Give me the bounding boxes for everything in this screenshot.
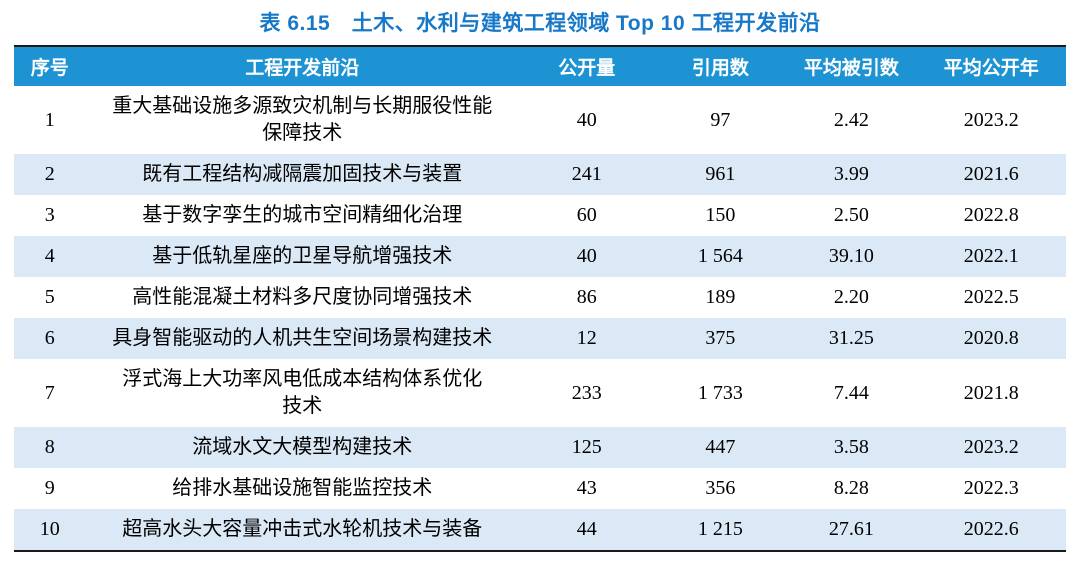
cell-rank: 9	[44, 477, 55, 499]
cell-avg-citations: 3.99	[833, 163, 869, 185]
table-row: 7 浮式海上大功率风电低成本结构体系优化 技术 233 1 733 7.44 2…	[14, 359, 1066, 427]
table-row: 2 既有工程结构减隔震加固技术与装置 241 961 3.99 2021.6	[14, 154, 1066, 195]
cell-rank: 6	[44, 327, 55, 349]
cell-citations: 189	[705, 286, 736, 308]
cell-frontier: 基于低轨星座的卫星导航增强技术	[152, 245, 453, 267]
cell-publications: 233	[571, 381, 602, 404]
cell-avg-year: 2022.3	[963, 477, 1019, 499]
table-row: 6 具身智能驱动的人机共生空间场景构建技术 12 375 31.25 2020.…	[14, 318, 1066, 359]
header-publications: 公开量	[518, 46, 655, 86]
cell-avg-citations: 2.50	[833, 204, 869, 226]
cell-avg-year: 2022.5	[963, 286, 1019, 308]
cell-avg-citations: 39.10	[828, 245, 874, 267]
table-row: 5 高性能混凝土材料多尺度协同增强技术 86 189 2.20 2022.5	[14, 277, 1066, 318]
table-header: 序号 工程开发前沿 公开量 引用数 平均被引数 平均公开年	[14, 46, 1066, 86]
header-frontier: 工程开发前沿	[85, 46, 519, 86]
cell-avg-year: 2020.8	[963, 327, 1019, 349]
cell-rank: 5	[44, 286, 55, 308]
cell-avg-citations: 7.44	[833, 381, 869, 404]
cell-rank: 2	[44, 163, 55, 185]
cell-publications: 12	[576, 327, 597, 349]
cell-frontier: 流域水文大模型构建技术	[192, 436, 413, 458]
cell-avg-year: 2022.1	[963, 245, 1019, 267]
header-row: 序号 工程开发前沿 公开量 引用数 平均被引数 平均公开年	[14, 46, 1066, 86]
cell-frontier: 具身智能驱动的人机共生空间场景构建技术	[112, 327, 493, 349]
cell-avg-year: 2023.2	[963, 108, 1019, 131]
cell-citations: 1 733	[697, 381, 743, 404]
cell-publications: 125	[571, 436, 602, 458]
cell-frontier: 给排水基础设施智能监控技术	[172, 477, 433, 499]
frontiers-table: 序号 工程开发前沿 公开量 引用数 平均被引数 平均公开年 1 重大基础设施多源…	[14, 45, 1066, 552]
cell-frontier: 重大基础设施多源致灾机制与长期服役性能 保障技术	[112, 95, 493, 144]
table-row: 10 超高水头大容量冲击式水轮机技术与装备 44 1 215 27.61 202…	[14, 509, 1066, 551]
cell-frontier: 基于数字孪生的城市空间精细化治理	[142, 204, 463, 226]
table-row: 8 流域水文大模型构建技术 125 447 3.58 2023.2	[14, 427, 1066, 468]
header-rank: 序号	[14, 46, 86, 86]
cell-avg-year: 2022.8	[963, 204, 1019, 226]
cell-citations: 150	[705, 204, 736, 226]
header-avg-citations: 平均被引数	[786, 46, 917, 86]
table-body: 1 重大基础设施多源致灾机制与长期服役性能 保障技术 40 97 2.42 20…	[14, 86, 1066, 551]
cell-avg-citations: 2.42	[833, 108, 869, 131]
cell-avg-year: 2021.6	[963, 163, 1019, 185]
cell-rank: 3	[44, 204, 55, 226]
cell-avg-citations: 2.20	[833, 286, 869, 308]
cell-citations: 1 564	[697, 245, 743, 267]
cell-frontier: 高性能混凝土材料多尺度协同增强技术	[132, 286, 473, 308]
cell-avg-year: 2023.2	[963, 436, 1019, 458]
cell-frontier: 既有工程结构减隔震加固技术与装置	[142, 163, 463, 185]
cell-avg-citations: 3.58	[833, 436, 869, 458]
cell-citations: 375	[705, 327, 736, 349]
table-row: 4 基于低轨星座的卫星导航增强技术 40 1 564 39.10 2022.1	[14, 236, 1066, 277]
cell-publications: 40	[576, 245, 597, 267]
cell-publications: 241	[571, 163, 602, 185]
cell-citations: 1 215	[697, 518, 743, 540]
cell-rank: 8	[44, 436, 55, 458]
cell-rank: 10	[39, 518, 60, 540]
cell-citations: 447	[705, 436, 736, 458]
table-row: 9 给排水基础设施智能监控技术 43 356 8.28 2022.3	[14, 468, 1066, 509]
cell-publications: 86	[576, 286, 597, 308]
cell-rank: 4	[44, 245, 55, 267]
cell-rank: 7	[44, 381, 55, 404]
cell-publications: 44	[576, 518, 597, 540]
cell-publications: 43	[576, 477, 597, 499]
table-row: 1 重大基础设施多源致灾机制与长期服役性能 保障技术 40 97 2.42 20…	[14, 86, 1066, 154]
cell-rank: 1	[44, 108, 55, 131]
header-avg-year: 平均公开年	[916, 46, 1066, 86]
cell-frontier: 浮式海上大功率风电低成本结构体系优化 技术	[122, 368, 483, 417]
cell-citations: 961	[705, 163, 736, 185]
cell-citations: 356	[705, 477, 736, 499]
cell-avg-citations: 8.28	[833, 477, 869, 499]
cell-avg-year: 2022.6	[963, 518, 1019, 540]
table-row: 3 基于数字孪生的城市空间精细化治理 60 150 2.50 2022.8	[14, 195, 1066, 236]
cell-avg-year: 2021.8	[963, 381, 1019, 404]
cell-avg-citations: 31.25	[828, 327, 874, 349]
cell-frontier: 超高水头大容量冲击式水轮机技术与装备	[122, 518, 483, 540]
cell-avg-citations: 27.61	[828, 518, 874, 540]
cell-publications: 60	[576, 204, 597, 226]
header-citations: 引用数	[654, 46, 787, 86]
table-title: 表 6.15 土木、水利与建筑工程领域 Top 10 工程开发前沿	[259, 12, 821, 35]
cell-citations: 97	[710, 108, 731, 131]
cell-publications: 40	[576, 108, 597, 131]
